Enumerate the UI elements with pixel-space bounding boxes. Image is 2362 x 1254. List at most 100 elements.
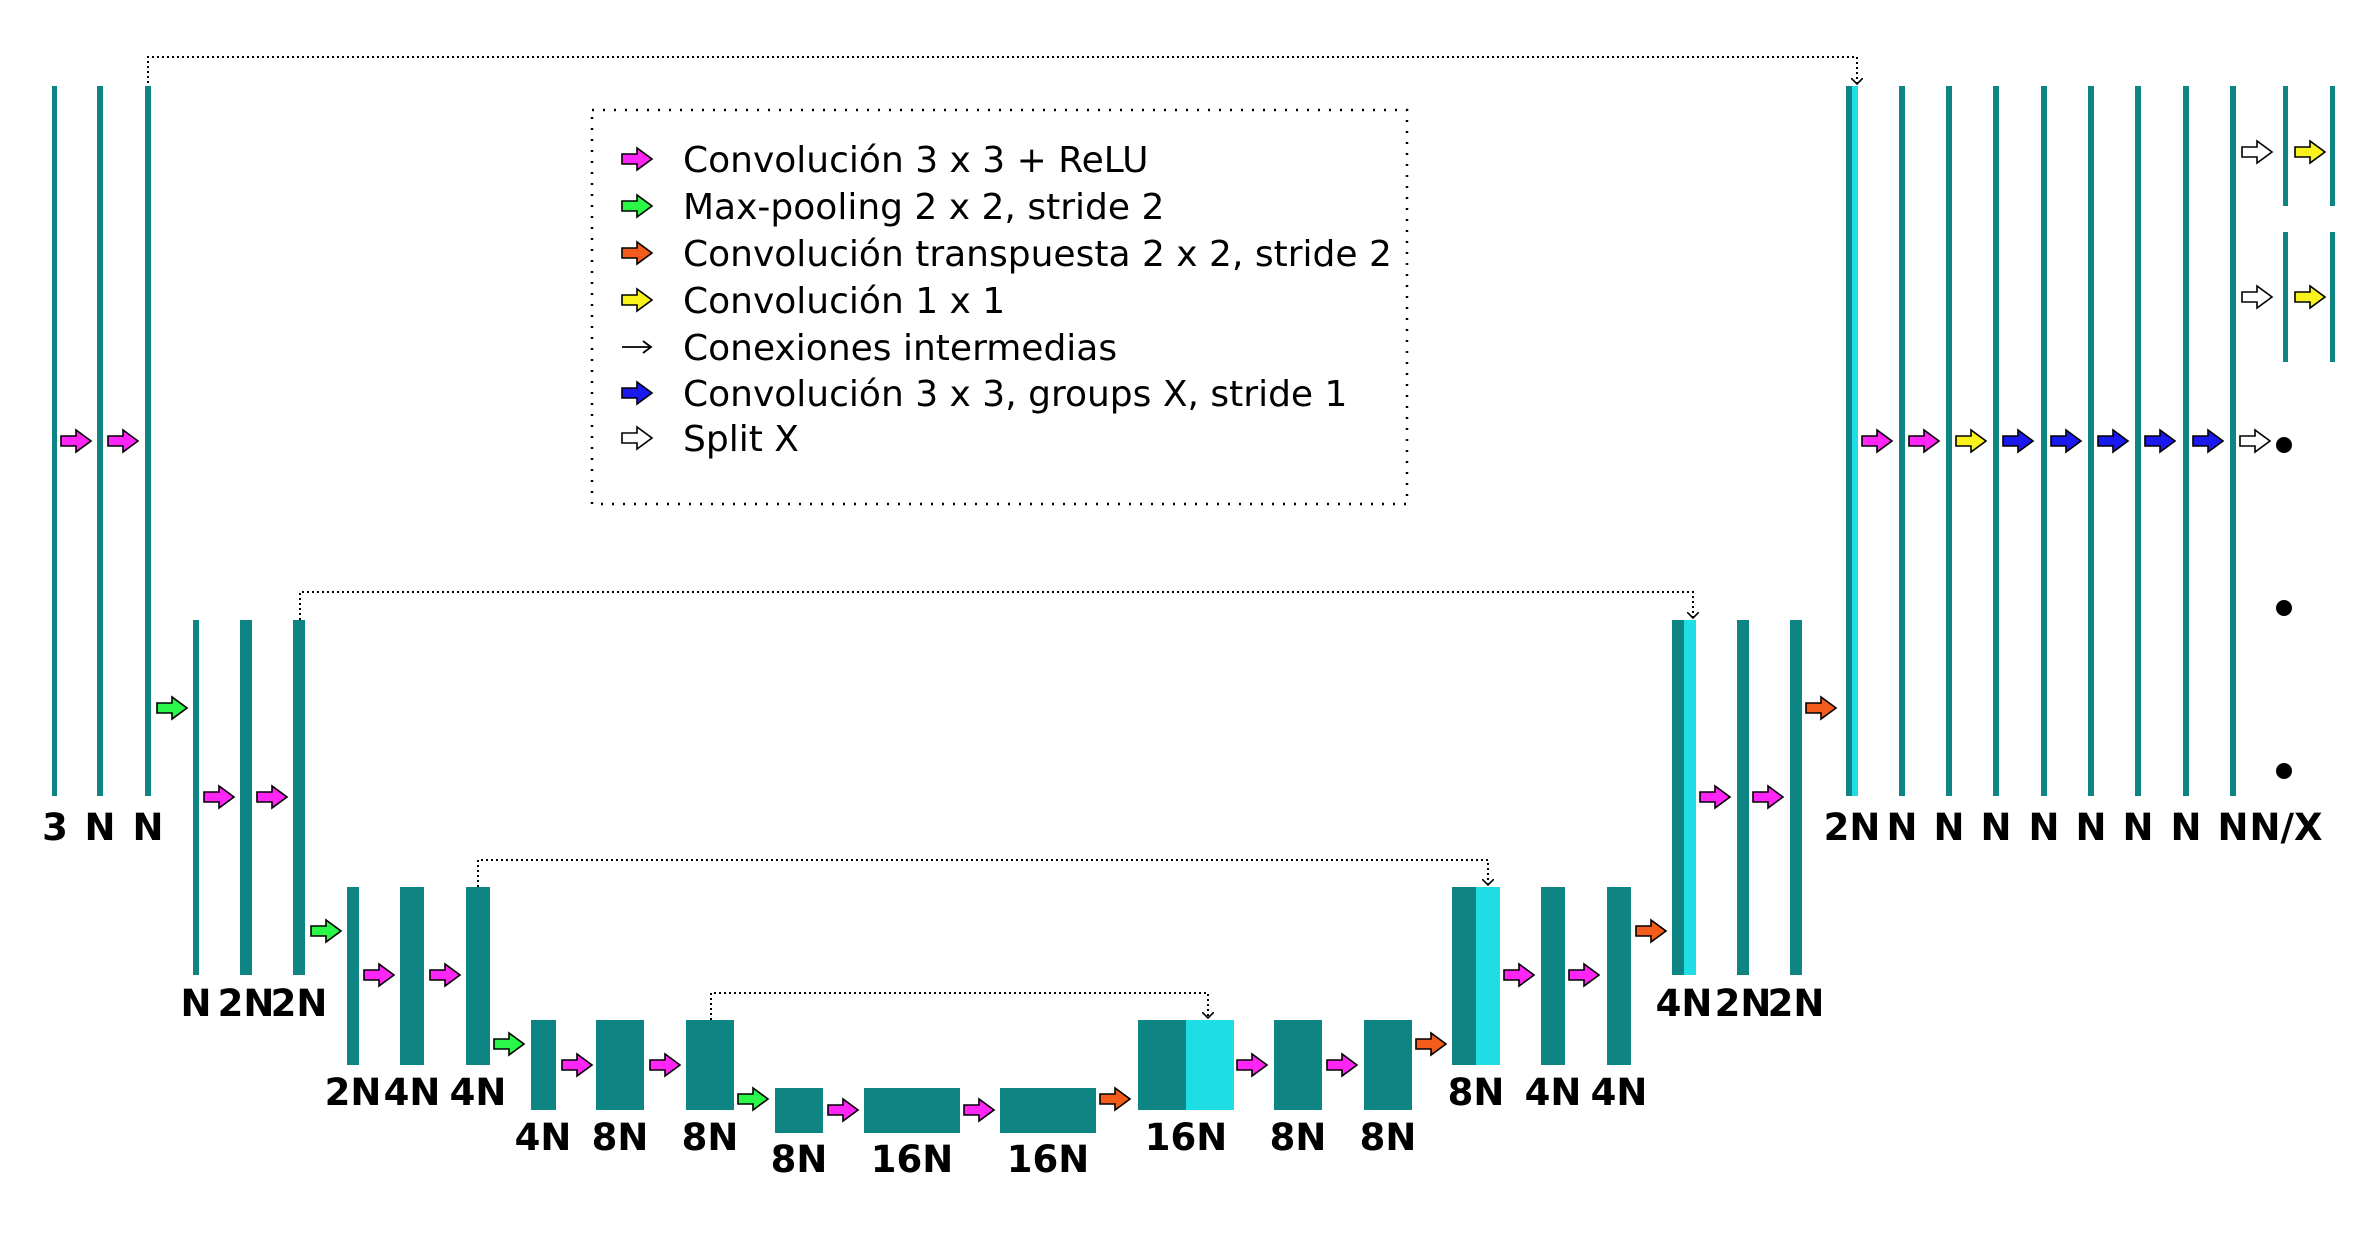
conv-relu-arrow <box>649 1052 682 1078</box>
maxpool-arrow <box>310 918 343 944</box>
conv-relu-arrow <box>1568 962 1601 988</box>
conv-relu-arrow <box>1326 1052 1359 1078</box>
legend-label: Conexiones intermedias <box>683 328 1117 369</box>
channel-label: 4N <box>1591 1071 1648 1114</box>
legend-label: Convolución 1 x 1 <box>683 281 1005 322</box>
thin-arrow-icon <box>622 340 653 354</box>
channel-label: N <box>2171 806 2202 849</box>
transpose-conv-arrow <box>1099 1086 1132 1112</box>
maxpool-arrow <box>493 1031 526 1057</box>
split-arrow <box>621 425 654 451</box>
transpose-conv-arrow <box>621 240 654 266</box>
feature-map <box>1364 1020 1412 1110</box>
conv1x1-arrow <box>2294 139 2327 165</box>
legend-label: Convolución transpuesta 2 x 2, stride 2 <box>683 234 1392 275</box>
group-conv-arrow <box>2192 428 2225 454</box>
channel-label: N <box>181 982 212 1025</box>
decoder-level-1: 2N N N N N N N N N N/X <box>1824 86 2335 849</box>
group-conv-arrow <box>2002 428 2035 454</box>
feature-map <box>775 1088 823 1133</box>
maxpool-arrow <box>737 1086 770 1112</box>
channel-label: N <box>2029 806 2060 849</box>
transpose-conv-arrow <box>1635 918 1668 944</box>
feature-map <box>864 1088 960 1133</box>
split-arrow <box>2241 139 2274 165</box>
feature-map <box>1541 887 1565 1065</box>
transpose-conv-arrow <box>1805 695 1838 721</box>
group-conv-arrow <box>2097 428 2130 454</box>
feature-map <box>466 887 490 1065</box>
maxpool-arrow <box>621 193 654 219</box>
conv-relu-arrow <box>256 784 289 810</box>
channel-label: 8N <box>1448 1071 1505 1114</box>
feature-map <box>2183 86 2189 796</box>
channel-label: N <box>1981 806 2012 849</box>
skip-connections <box>147 56 1857 1020</box>
encoder-level-1: 3 N N <box>42 86 163 849</box>
channel-label: N <box>133 806 164 849</box>
encoder-level-3: 2N 4N 4N <box>325 887 506 1114</box>
decoder-level-4: 16N 8N 8N <box>1138 1020 1416 1159</box>
channel-label: 2N <box>218 982 275 1025</box>
channel-label: 4N <box>384 1071 441 1114</box>
conv-relu-arrow <box>363 962 396 988</box>
feature-map <box>1790 620 1802 975</box>
transpose-conv-arrow <box>1415 1031 1448 1057</box>
feature-map <box>1737 620 1749 975</box>
conv-relu-arrow <box>1699 784 1732 810</box>
feature-map <box>1138 1020 1186 1110</box>
encoder-level-2: N 2N 2N <box>181 620 327 1025</box>
feature-map <box>1846 86 1852 796</box>
skip-connection-4 <box>710 992 1208 1020</box>
group-conv-arrow <box>621 380 654 406</box>
concat-feature-map <box>1684 620 1696 975</box>
group-conv-arrow <box>2144 428 2177 454</box>
group-conv-arrow <box>2050 428 2083 454</box>
conv1x1-arrow <box>1955 428 1988 454</box>
conv-relu-arrow <box>429 962 462 988</box>
channel-label: 4N <box>1656 982 1713 1025</box>
feature-map <box>97 86 103 796</box>
legend-label: Convolución 3 x 3 + ReLU <box>683 140 1148 181</box>
feature-map <box>596 1020 644 1110</box>
maxpool-arrow <box>156 695 189 721</box>
ellipsis-dot <box>2276 600 2292 616</box>
channel-label: 4N <box>1525 1071 1582 1114</box>
ellipsis-dot <box>2276 763 2292 779</box>
feature-map <box>2135 86 2141 796</box>
conv-relu-arrow <box>963 1097 996 1123</box>
bottleneck: 8N 16N 16N <box>771 1088 1096 1181</box>
channel-label: 8N <box>771 1138 828 1181</box>
encoder-level-4: 4N 8N 8N <box>515 1020 739 1159</box>
conv-relu-arrow <box>621 146 654 172</box>
feature-map <box>52 86 57 796</box>
legend-label: Convolución 3 x 3, groups X, stride 1 <box>683 374 1347 415</box>
feature-map <box>1452 887 1476 1065</box>
channel-label: N/X <box>2249 806 2322 849</box>
conv-relu-arrow <box>60 428 93 454</box>
channel-label: 16N <box>1007 1138 1089 1181</box>
channel-label: 8N <box>682 1116 739 1159</box>
conv-relu-arrow <box>1908 428 1941 454</box>
channel-label: N <box>2076 806 2107 849</box>
feature-map <box>240 620 252 975</box>
channel-label: 8N <box>1270 1116 1327 1159</box>
concat-feature-map <box>1186 1020 1234 1110</box>
split-feature-map <box>2283 86 2288 206</box>
feature-map <box>2041 86 2047 796</box>
skip-connection-3 <box>477 859 1488 887</box>
feature-map <box>145 86 151 796</box>
feature-map <box>531 1020 556 1110</box>
skip-connection-1 <box>147 56 1857 88</box>
channel-label: 8N <box>592 1116 649 1159</box>
skip-connection-2 <box>299 591 1693 620</box>
output-map <box>2330 232 2335 362</box>
channel-label: 2N <box>1824 806 1881 849</box>
channel-label: 2N <box>325 1071 382 1114</box>
channel-label: N <box>1934 806 1965 849</box>
channel-label: 4N <box>515 1116 572 1159</box>
split-arrow <box>2239 428 2272 454</box>
feature-map <box>347 887 359 1065</box>
concat-feature-map <box>1476 887 1500 1065</box>
